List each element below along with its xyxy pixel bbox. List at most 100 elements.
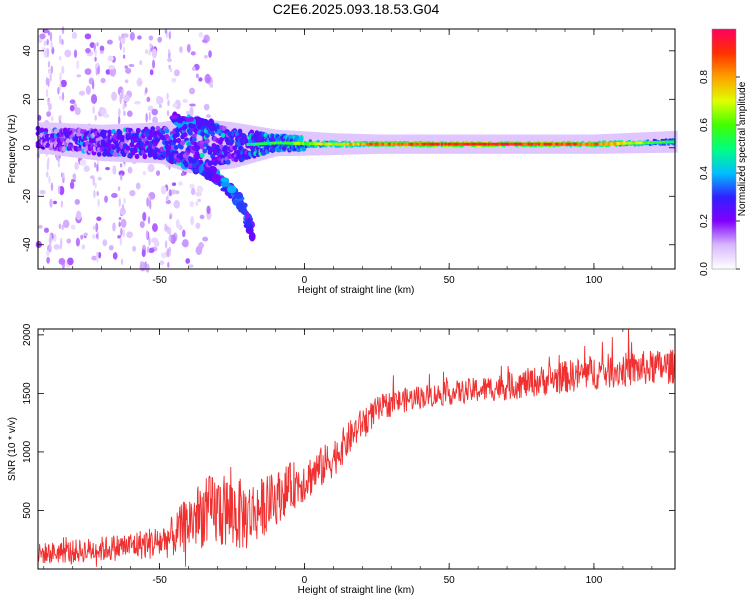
spectrogram-core-cell — [345, 142, 348, 146]
spectrogram-noise-cell — [46, 256, 50, 264]
spectrogram-core-cell — [364, 142, 367, 146]
spectrogram-streak-cell — [164, 240, 168, 249]
spectrogram-core-cell — [425, 142, 428, 146]
spectrogram-streak-cell — [120, 173, 123, 181]
spectrogram-core-cell — [496, 142, 499, 146]
spectrogram-ridge-cell — [152, 154, 158, 160]
spectrogram-core-cell — [619, 141, 623, 145]
spectrogram-core-cell — [420, 142, 423, 146]
spectrogram-noise-cell — [209, 83, 214, 88]
spectrogram-core-cell — [276, 141, 279, 145]
spectrogram-ridge-cell — [142, 153, 148, 160]
spectrogram-noise-cell — [137, 35, 142, 40]
spectrogram-streak-cell — [167, 48, 171, 54]
spectrogram-core-cell — [503, 142, 506, 146]
spectrogram-halo-cell — [126, 123, 129, 163]
spectrogram-ridge-cell — [111, 128, 116, 135]
spectrogram-core-cell — [642, 141, 645, 145]
spectrogram-ridge-cell — [164, 128, 170, 134]
spectrogram-ridge-cell — [194, 151, 200, 157]
snr-xtick-label: -50 — [152, 575, 167, 586]
spectrogram-streak-cell — [49, 232, 52, 242]
spectrogram-noise-cell — [154, 240, 160, 247]
spectrogram-ridge-cell — [169, 159, 175, 165]
spectrogram-core-cell — [447, 142, 451, 146]
spectrogram-streak-cell — [97, 65, 100, 75]
spectrogram-core-cell — [373, 142, 376, 146]
spectrogram-core-cell — [505, 142, 508, 146]
spectrogram-core-cell — [324, 142, 327, 146]
spectrogram-noise-cell — [98, 251, 102, 259]
spectrogram-noise-cell — [112, 222, 116, 232]
spectrogram-core-cell — [381, 142, 385, 146]
spectrogram-noise-cell — [197, 198, 202, 202]
spectrogram-ridge-cell — [202, 148, 208, 154]
spectrogram-ridge-cell — [199, 144, 205, 150]
spectrogram-core-cell — [300, 142, 303, 145]
spectrogram-streak-cell — [123, 110, 126, 116]
spectrogram-streak-cell — [50, 65, 54, 74]
spectrogram-streak-cell — [96, 251, 99, 257]
spectrogram-ridge-cell — [220, 132, 226, 138]
spectrogram-core-cell — [600, 142, 603, 146]
spectrogram-noise-cell — [60, 79, 67, 88]
spectrogram-ridge-cell — [173, 144, 179, 151]
spectrogram-noise-cell — [118, 216, 122, 221]
spectrogram-streak-cell — [120, 38, 124, 45]
spectrogram-branch-cell — [220, 177, 230, 183]
spectrogram-noise-cell — [180, 172, 185, 177]
spectrogram-core-cell — [453, 142, 456, 146]
spectrogram-streak-cell — [122, 46, 126, 54]
spectrogram-streak-cell — [168, 64, 171, 70]
spectrogram-core-cell — [408, 142, 411, 146]
spectrogram-streak-cell — [145, 87, 148, 94]
spectrogram-noise-cell — [125, 67, 132, 74]
spectrogram-ridge-cell — [135, 127, 141, 134]
spectrogram-streak-cell — [94, 56, 97, 62]
spectrogram-core-cell — [352, 142, 355, 146]
spectrogram-streak-cell — [59, 72, 62, 83]
spectrogram-core-cell — [444, 142, 447, 146]
spectrogram-core-cell — [397, 142, 400, 146]
spectrogram-core-cell — [541, 142, 544, 146]
spectrogram-noise-cell — [105, 167, 110, 171]
spectrogram-noise-cell — [39, 189, 46, 195]
snr-ytick-label: 2000 — [22, 323, 33, 346]
spectrogram-core-cell — [406, 142, 409, 146]
spectrogram-streak-cell — [148, 111, 152, 121]
spectrogram-core-cell — [571, 142, 574, 146]
spectrogram-noise-cell — [99, 50, 104, 54]
spectrogram-core-cell — [672, 140, 675, 144]
spectrogram-core-cell — [555, 142, 558, 146]
spectrogram-streak-cell — [59, 95, 62, 101]
spectrogram-streak-cell — [50, 182, 54, 191]
spectrogram-branch-cell — [204, 172, 212, 181]
spectrogram-xtick-label: 50 — [444, 275, 456, 286]
spectrogram-core-cell — [458, 142, 461, 146]
spectrogram-core-cell — [413, 142, 416, 146]
spectrogram-noise-cell — [172, 103, 178, 108]
spectrogram-core-cell — [580, 142, 583, 146]
spectrogram-ridge-cell — [199, 152, 205, 159]
spectrogram-noise-cell — [72, 173, 77, 180]
spectrogram-streak-cell — [45, 88, 49, 98]
spectrogram-streak-cell — [57, 162, 61, 168]
spectrogram-noise-cell — [171, 77, 177, 83]
spectrogram-core-cell — [566, 142, 569, 146]
spectrogram-core-cell — [498, 142, 501, 146]
snr-ytick-label: 1000 — [22, 440, 33, 463]
spectrogram-noise-cell — [43, 227, 49, 233]
spectrogram-streak-cell — [122, 54, 126, 59]
spectrogram-core-cell — [331, 142, 334, 146]
colorbar: 0.0 0.2 0.4 0.6 0.8 Normalized spectral ampl… — [699, 28, 748, 276]
spectrogram-core-cell — [251, 142, 254, 146]
spectrogram-ridge-cell — [198, 159, 204, 165]
spectrogram-core-cell — [479, 142, 482, 146]
spectrogram-ridge-cell — [208, 160, 214, 166]
spectrogram-ridge-cell — [125, 145, 131, 151]
spectrogram-core-cell — [552, 142, 555, 146]
spectrogram-core-cell — [428, 142, 431, 146]
spectrogram-core-cell — [595, 142, 598, 146]
spectrogram-core-cell — [654, 140, 657, 144]
spectrogram-xtick-label: 100 — [586, 275, 603, 286]
